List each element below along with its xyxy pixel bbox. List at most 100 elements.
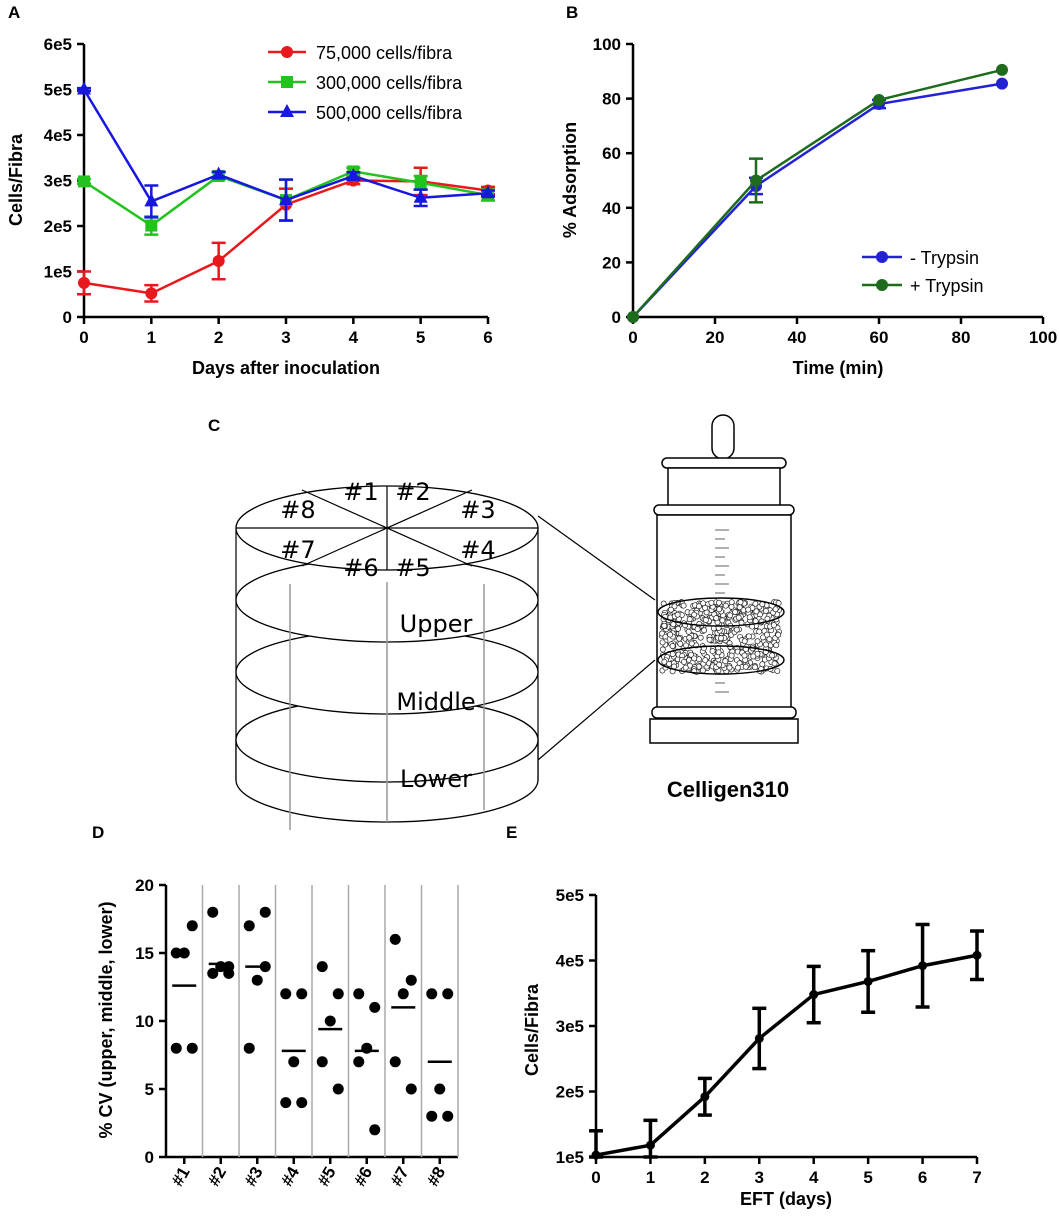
bioreactor-device bbox=[649, 414, 799, 744]
fibra-cel-bead bbox=[670, 621, 677, 628]
chart-a-data-point bbox=[78, 175, 90, 188]
fibra-cel-bead bbox=[661, 658, 668, 665]
fibra-cel-bead bbox=[754, 650, 761, 657]
chart-d-data-point bbox=[434, 1083, 446, 1095]
fibra-cel-bead bbox=[728, 652, 735, 659]
chart-d-data-point bbox=[389, 1056, 401, 1068]
chart-b-x-tick-label: 80 bbox=[952, 328, 971, 347]
fibra-cel-bead bbox=[696, 603, 702, 610]
fibra-cel-bead bbox=[732, 609, 739, 615]
device-label: Celligen310 bbox=[667, 777, 789, 802]
chart-b-series-line bbox=[632, 82, 1003, 318]
chart-a-data-point bbox=[77, 81, 91, 95]
chart-b-x-tick-label: 20 bbox=[706, 328, 725, 347]
chart-b-xlabel: Time (min) bbox=[793, 358, 884, 378]
fibra-cel-bead bbox=[702, 657, 709, 664]
chart-d-data-point bbox=[280, 988, 292, 1000]
fibra-cel-bead bbox=[733, 626, 740, 633]
chart-a-data-point bbox=[144, 193, 159, 207]
fibra-cel-bead bbox=[683, 642, 689, 649]
chart-e-data-point bbox=[591, 1150, 601, 1160]
chart-d-data-point bbox=[170, 1042, 182, 1054]
fibra-cel-bead bbox=[726, 664, 733, 671]
fibra-cel-bead bbox=[708, 599, 715, 606]
chart-e-y-tick-label: 5e5 bbox=[556, 886, 584, 905]
chart-b-y-tick-label: 20 bbox=[602, 253, 621, 272]
fibra-cel-bead bbox=[754, 638, 761, 645]
fibra-cel-bead bbox=[675, 625, 682, 632]
chart-a-y-tick-label: 4e5 bbox=[44, 126, 72, 145]
chart-a-legend-marker bbox=[280, 104, 294, 117]
chart-d-data-point bbox=[442, 1110, 454, 1122]
fibra-cel-bead bbox=[741, 638, 748, 645]
chart-a-legend-label: 75,000 cells/fibra bbox=[316, 43, 453, 63]
chart-a-x-tick-label: 6 bbox=[483, 328, 492, 347]
chart-a-series-2 bbox=[77, 81, 495, 222]
fibra-cel-bead bbox=[774, 667, 781, 674]
chart-e-x-tick-label: 1 bbox=[646, 1168, 655, 1187]
fibra-cel-bead bbox=[699, 667, 706, 674]
chart-d-data-point bbox=[332, 1083, 344, 1095]
fibra-cel-bead bbox=[715, 599, 722, 606]
fibra-cel-bead bbox=[735, 614, 742, 621]
chart-d-data-point bbox=[353, 988, 365, 1000]
layer-label-upper: Upper bbox=[400, 610, 473, 638]
chart-b-legend-marker bbox=[876, 279, 888, 291]
fibra-cel-bead bbox=[722, 658, 729, 665]
fibra-cel-bead bbox=[752, 664, 758, 671]
chart-d-data-point bbox=[389, 933, 401, 945]
chart-d: % CV (upper, middle, lower) 0 5 10 15 20 #1 #2… bbox=[96, 876, 459, 1190]
chart-e-x-tick-label: 6 bbox=[918, 1168, 927, 1187]
fibra-cel-bead bbox=[680, 602, 687, 609]
chart-d-group-8 bbox=[426, 988, 454, 1122]
chart-d-x-tick-label: #4 bbox=[277, 1163, 303, 1189]
chart-a-data-point bbox=[413, 189, 428, 203]
fibra-cel-bead bbox=[752, 600, 759, 607]
fibra-cel-bead bbox=[762, 608, 769, 614]
fibra-cel-bead bbox=[702, 617, 709, 623]
chart-b-ylabel: % Adsorption bbox=[560, 122, 580, 238]
fibra-cel-bead bbox=[750, 653, 757, 660]
chart-e-data-point bbox=[645, 1140, 655, 1150]
chart-d-x-tick-label: #3 bbox=[241, 1164, 267, 1190]
fibra-cel-bead bbox=[681, 658, 687, 665]
fibra-cel-bead bbox=[772, 606, 779, 613]
chart-e-y-tick-label: 1e5 bbox=[556, 1148, 584, 1167]
fibra-cel-bead bbox=[713, 615, 720, 622]
sector-label-3: #3 bbox=[460, 496, 495, 524]
fibra-cel-bead bbox=[706, 636, 713, 643]
chart-a-data-point bbox=[481, 185, 495, 199]
chart-a-data-point bbox=[211, 166, 226, 180]
sector-label-6: #6 bbox=[343, 554, 378, 582]
fibra-cel-bead bbox=[728, 603, 735, 610]
fibra-cel-bead bbox=[691, 611, 698, 618]
fibra-cel-bead bbox=[677, 640, 684, 647]
panel-label-e: E bbox=[506, 823, 517, 842]
chart-d-data-point bbox=[353, 1056, 365, 1068]
chart-b-x-tick-label: 60 bbox=[870, 328, 889, 347]
chart-d-y-tick-label: 0 bbox=[145, 1148, 154, 1167]
fibra-cel-bead bbox=[719, 617, 726, 624]
fibra-cel-bead bbox=[734, 664, 741, 671]
chart-d-data-point bbox=[296, 988, 308, 1000]
chart-a-x-tick-label: 2 bbox=[214, 328, 223, 347]
chart-e-series-line bbox=[595, 953, 978, 1157]
chart-d-data-point bbox=[186, 920, 198, 932]
chart-d-group-3 bbox=[243, 906, 271, 1054]
fibra-cel-bead bbox=[694, 626, 701, 632]
fibra-cel-bead bbox=[760, 634, 767, 641]
fibra-cel-bead bbox=[685, 628, 692, 635]
fibra-cel-bead bbox=[753, 608, 760, 615]
chart-d-group-5 bbox=[316, 961, 344, 1095]
chart-e-data-point bbox=[809, 990, 819, 1000]
fibra-cel-bead bbox=[737, 599, 744, 606]
chart-b-data-point bbox=[627, 311, 639, 323]
chart-a-data-point bbox=[212, 255, 225, 268]
fibra-cel-bead bbox=[674, 611, 681, 618]
chart-d-data-point bbox=[223, 967, 235, 979]
chart-e-x-tick-label: 4 bbox=[809, 1168, 819, 1187]
chart-d-data-point bbox=[296, 1097, 308, 1109]
chart-a-x-tick-label: 1 bbox=[147, 328, 156, 347]
chart-e-x-tick-label: 0 bbox=[591, 1168, 600, 1187]
